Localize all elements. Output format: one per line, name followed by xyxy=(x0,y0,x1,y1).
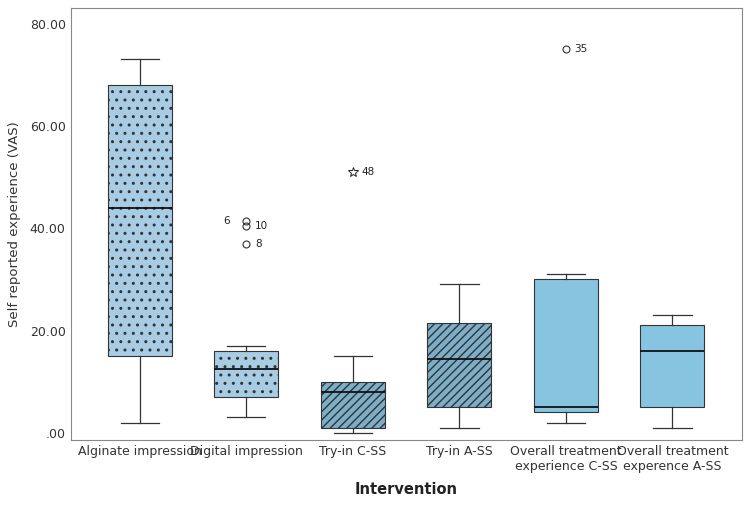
Text: 35: 35 xyxy=(574,44,588,54)
Text: 6: 6 xyxy=(223,216,230,226)
Bar xyxy=(640,325,704,407)
Bar xyxy=(108,85,172,356)
Text: 48: 48 xyxy=(362,167,374,177)
Bar xyxy=(321,382,385,428)
Text: 8: 8 xyxy=(255,238,262,248)
Y-axis label: Self reported experience (VAS): Self reported experience (VAS) xyxy=(8,122,21,327)
Bar xyxy=(427,323,491,407)
Bar xyxy=(534,279,598,413)
Bar xyxy=(214,351,278,397)
Text: 10: 10 xyxy=(255,221,268,231)
X-axis label: Intervention: Intervention xyxy=(355,482,458,496)
